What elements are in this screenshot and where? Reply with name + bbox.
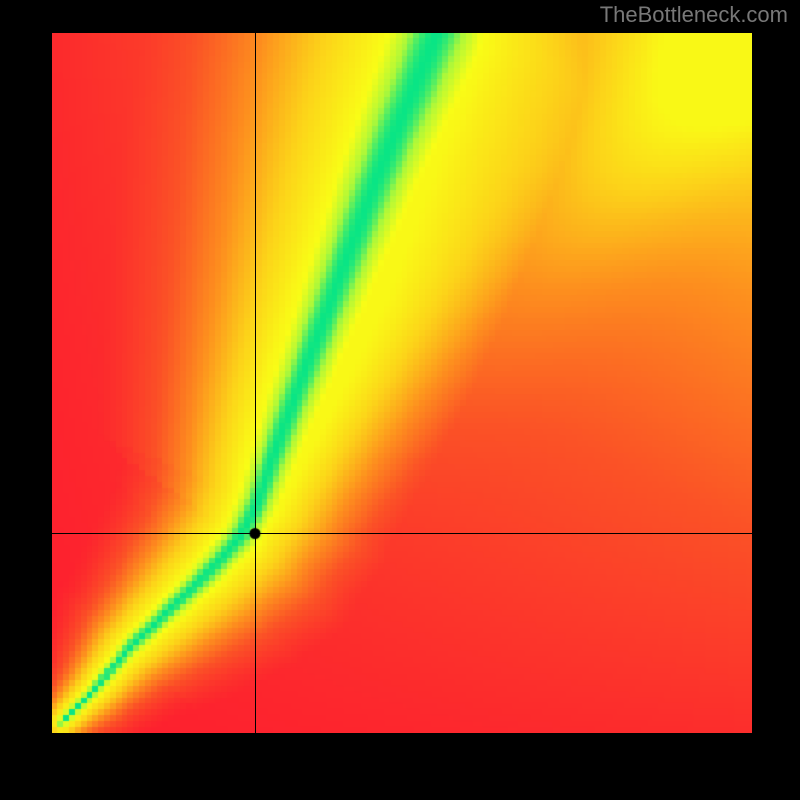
heatmap-canvas [52, 33, 752, 733]
crosshair-vertical [255, 33, 256, 733]
crosshair-horizontal [52, 533, 752, 534]
watermark-text: TheBottleneck.com [600, 2, 788, 28]
heatmap-plot [52, 33, 752, 733]
